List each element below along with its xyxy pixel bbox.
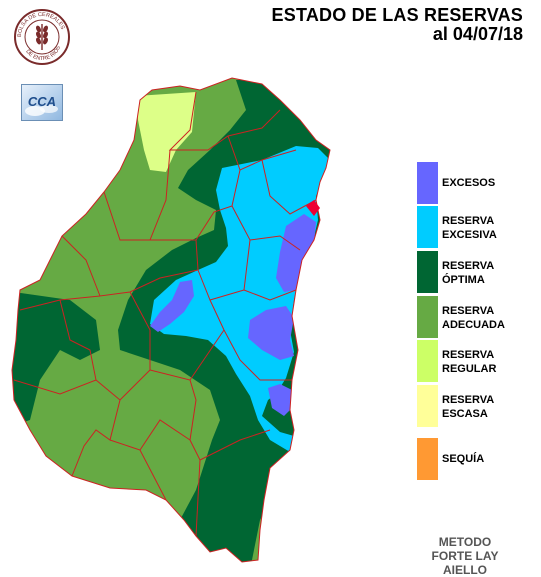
excesos-zone-1 (276, 214, 316, 292)
department-boundaries (11, 77, 331, 563)
reserva-regular-zone (136, 92, 196, 172)
legend-label: RESERVA (442, 349, 495, 361)
legend-label: ESCASA (442, 408, 488, 420)
legend-label: ADECUADA (442, 319, 505, 331)
map-date: al 04/07/18 (432, 24, 523, 44)
cca-logo (21, 84, 63, 121)
reserva-excesiva-zone (150, 146, 330, 452)
method-line: AIELLO (443, 563, 487, 577)
legend-swatch (417, 340, 438, 382)
map-title: ESTADO DE LAS RESERVAS (271, 5, 523, 25)
legend-swatch (417, 385, 438, 427)
excesos-zone-4 (268, 384, 292, 416)
method-line: METODO (438, 535, 492, 549)
reserva-optima-west-zone (12, 290, 100, 430)
legend-label: RESERVA (442, 215, 495, 227)
bolsa-cereales-logo: BOLSA DE CEREALES DE ENTRE RIOS (14, 9, 70, 65)
legend-swatch (417, 438, 438, 480)
legend-label: ÓPTIMA (442, 274, 485, 286)
cca-logo-text: CCA (27, 94, 57, 109)
legend-label: REGULAR (442, 363, 497, 375)
legend-label: SEQUÍA (442, 453, 485, 465)
excess-marker (306, 200, 320, 216)
method-line: FORTE LAY (431, 549, 499, 563)
legend-label: RESERVA (442, 394, 495, 406)
legend-swatch (417, 251, 438, 293)
legend-label: RESERVA (442, 305, 495, 317)
excesos-zone-3 (150, 280, 194, 332)
legend-swatch (417, 206, 438, 248)
legend-swatch (417, 162, 438, 204)
method-note: METODO FORTE LAY AIELLO (405, 535, 525, 577)
legend-label: RESERVA (442, 260, 495, 272)
legend-label: EXCESIVA (442, 229, 497, 241)
legend-label: EXCESOS (442, 177, 496, 189)
excesos-zone-2 (248, 306, 294, 360)
legend-swatch (417, 296, 438, 338)
